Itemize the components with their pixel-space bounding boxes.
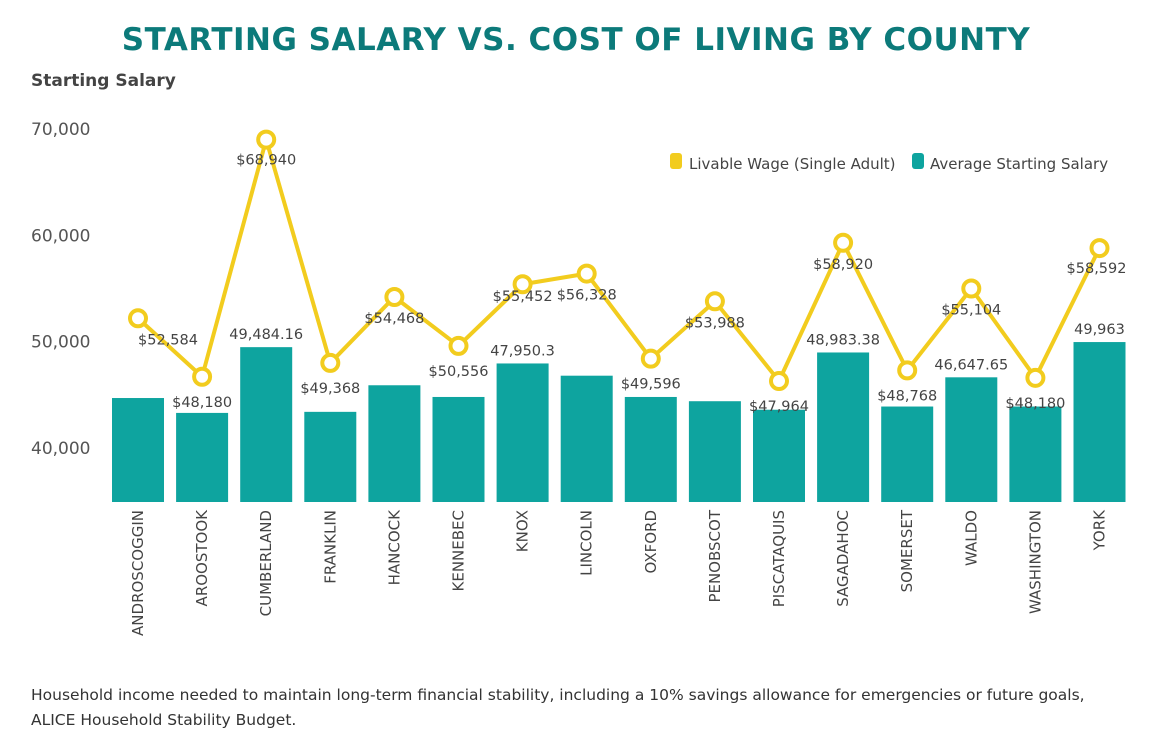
chart-canvas: 40,000 50,000 60,000 70,000 49,484.16 47,950… [31, 120, 1126, 636]
line-point-oxford [640, 348, 661, 369]
x-tick-label: KNOX [514, 510, 532, 552]
line-data-label: $48,768 [877, 388, 937, 404]
bar-series [112, 342, 1126, 502]
y-tick-label: 60,000 [31, 226, 90, 246]
line-point-knox [512, 274, 533, 295]
line-data-label: $56,328 [557, 288, 617, 304]
bar-data-label: 49,963 [1074, 322, 1125, 338]
bar-oxford [624, 396, 677, 502]
x-tick-label: PISCATAQUIS [770, 510, 788, 607]
x-tick-label: HANCOCK [385, 509, 403, 586]
bar-washington [1009, 406, 1062, 502]
line-data-label: $55,104 [941, 303, 1001, 319]
legend-swatch-starting-salary [912, 153, 924, 169]
line-data-label: $58,592 [1067, 261, 1127, 277]
line-data-label: $52,584 [138, 332, 198, 348]
bar-franklin [304, 411, 357, 502]
legend-label-livable-wage: Livable Wage (Single Adult) [689, 155, 896, 173]
line-point-cumberland [256, 129, 277, 150]
x-tick-label: KENNEBEC [450, 510, 468, 591]
y-tick-label: 40,000 [31, 439, 90, 459]
legend: Livable Wage (Single Adult) Average Start… [670, 153, 1108, 173]
line-point-aroostook [192, 366, 213, 387]
footnote: Household income needed to maintain long… [31, 686, 1085, 729]
line-data-label: $50,556 [429, 364, 489, 380]
x-tick-label: PENOBSCOT [706, 509, 724, 602]
line-series [128, 129, 1110, 392]
line-data-label: $48,180 [1005, 396, 1065, 412]
x-axis-categories: ANDROSCOGGIN AROOSTOOK CUMBERLAND FRANKLIN H… [129, 509, 1109, 636]
x-tick-label: OXFORD [642, 510, 660, 574]
bar-cumberland [240, 347, 293, 502]
line-data-label: $68,940 [236, 153, 296, 169]
chart-title: STARTING SALARY VS. COST OF LIVING BY CO… [121, 22, 1031, 58]
line-data-label: $47,964 [749, 399, 809, 415]
bar-sagadahoc [817, 352, 870, 502]
line-point-penobscot [704, 291, 725, 312]
y-tick-label: 50,000 [31, 333, 90, 353]
line-point-hancock [384, 287, 405, 308]
livable-wage-line [136, 137, 1102, 384]
y-axis-label: Starting Salary [31, 71, 176, 91]
x-tick-label: CUMBERLAND [257, 510, 275, 616]
x-tick-label: WALDO [962, 510, 980, 566]
x-tick-label: YORK [1091, 509, 1109, 552]
line-data-label: $49,368 [300, 381, 360, 397]
x-tick-label: LINCOLN [578, 510, 596, 576]
bar-lincoln [560, 375, 613, 502]
bar-data-label: 48,983.38 [806, 332, 880, 348]
bar-hancock [368, 385, 421, 502]
x-tick-label: SAGADAHOC [834, 510, 852, 607]
bar-data-label: 49,484.16 [229, 327, 303, 343]
line-data-label: $58,920 [813, 257, 873, 273]
bar-data-label: 46,647.65 [934, 357, 1008, 373]
bar-somerset [881, 406, 934, 502]
y-tick-label: 70,000 [31, 120, 90, 140]
line-point-piscataquis [769, 371, 789, 392]
bar-york [1073, 342, 1126, 502]
bar-data-label: 47,950.3 [490, 343, 555, 359]
bar-data-labels: 49,484.16 47,950.3 48,983.38 46,647.65 49,96… [229, 322, 1125, 373]
x-tick-label: SOMERSET [898, 509, 916, 592]
x-tick-label: AROOSTOOK [193, 509, 211, 607]
line-data-label: $49,596 [621, 377, 681, 393]
line-point-york [1089, 238, 1110, 259]
bar-penobscot [688, 401, 741, 502]
line-point-kennebec [448, 335, 469, 356]
x-tick-label: ANDROSCOGGIN [129, 510, 147, 636]
line-point-lincoln [576, 263, 597, 284]
line-data-label: $53,988 [685, 315, 745, 331]
legend-swatch-livable-wage [670, 153, 682, 169]
legend-label-starting-salary: Average Starting Salary [930, 155, 1108, 173]
bar-androscoggin [112, 398, 164, 502]
bar-piscataquis [753, 409, 805, 502]
bar-waldo [945, 377, 998, 502]
x-tick-label: WASHINGTON [1026, 510, 1044, 614]
line-data-labels: $52,584 $48,180 $68,940 $49,368 $54,468 $50,5… [138, 153, 1126, 415]
bar-aroostook [176, 412, 229, 502]
bar-knox [496, 363, 549, 502]
line-data-label: $55,452 [493, 289, 553, 305]
line-point-waldo [961, 278, 982, 299]
line-point-sagadahoc [833, 232, 854, 253]
line-point-somerset [897, 360, 918, 381]
y-axis-ticks: 40,000 50,000 60,000 70,000 [31, 120, 90, 459]
x-tick-label: FRANKLIN [321, 510, 339, 584]
line-data-label: $48,180 [172, 395, 232, 411]
line-point-franklin [320, 352, 341, 373]
bar-kennebec [432, 396, 485, 502]
line-data-label: $54,468 [364, 311, 424, 327]
line-point-androscoggin [128, 308, 148, 329]
line-point-washington [1025, 367, 1046, 388]
